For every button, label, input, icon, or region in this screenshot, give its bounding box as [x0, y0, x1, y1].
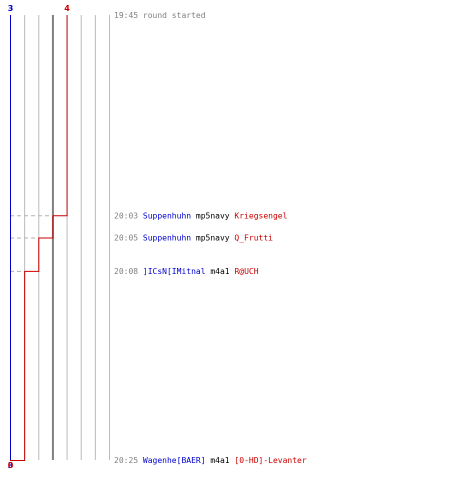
event-time: 20:08: [114, 267, 143, 276]
killer-name: ]ICsN[IMitnal: [143, 267, 210, 276]
red-team-step-line: [10, 15, 68, 461]
killer-name: Suppenhuhn: [143, 211, 196, 220]
event-time: 19:45: [114, 11, 143, 20]
weapon-name: m4a1: [210, 267, 234, 276]
blue-count-top: 3: [8, 4, 14, 13]
team-count-labels: 3 430: [8, 4, 71, 470]
victim-name: Kriegsengel: [234, 211, 287, 220]
round-start-label: 19:45 round started: [114, 11, 206, 20]
red-count-top: 4: [64, 4, 70, 13]
kill-event-label: 20:03 Suppenhuhn mp5navy Kriegsengel: [114, 211, 288, 220]
event-labels: 19:45 round started 20:03 Suppenhuhn mp5n…: [114, 11, 307, 465]
kill-event-label: 20:25 Wagenhe[BAER] m4a1 [0-HD]-Levanter: [114, 456, 307, 465]
kill-event-label: 20:08 ]ICsN[IMitnal m4a1 R@UCH: [114, 267, 259, 276]
killer-name: Suppenhuhn: [143, 234, 196, 243]
event-time: 20:05: [114, 234, 143, 243]
red-count-bottom: 0: [8, 461, 14, 470]
killer-name: Wagenhe[BAER]: [143, 456, 210, 465]
victim-name: R@UCH: [234, 267, 258, 276]
team-count-series: [10, 15, 68, 461]
weapon-name: mp5navy: [196, 234, 235, 243]
weapon-name: mp5navy: [196, 211, 235, 220]
event-time: 20:03: [114, 211, 143, 220]
round-start-text: round started: [143, 11, 206, 20]
event-guide-lines: [10, 215, 53, 272]
event-time: 20:25: [114, 456, 143, 465]
weapon-name: m4a1: [210, 456, 234, 465]
kill-event-label: 20:05 Suppenhuhn mp5navy Q_Frutti: [114, 234, 273, 243]
victim-name: [0-HD]-Levanter: [234, 456, 306, 465]
victim-name: Q_Frutti: [234, 234, 273, 243]
blue-count-bottom: 3: [8, 461, 14, 470]
